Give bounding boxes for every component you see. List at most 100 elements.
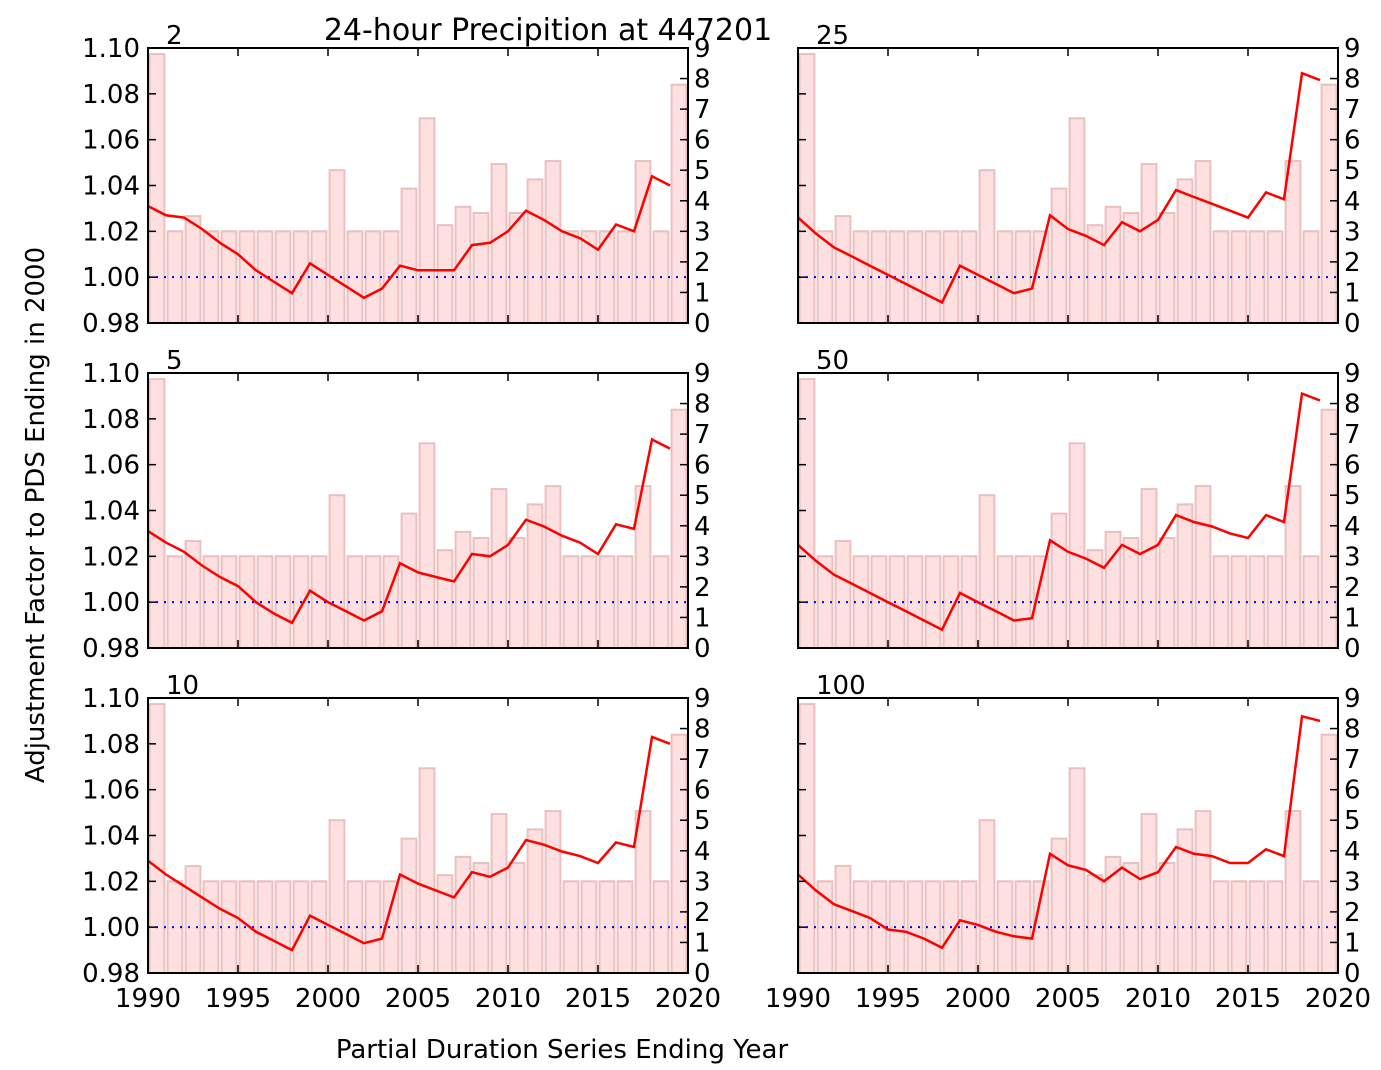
y-tick-label-right: 1: [694, 278, 711, 308]
count-bar: [670, 408, 688, 648]
count-bar: [634, 810, 652, 973]
y-tick-label-right: 3: [1344, 542, 1361, 572]
y-tick-label-left: 1.08: [82, 405, 140, 435]
count-bar: [418, 767, 436, 973]
count-bar: [1320, 733, 1338, 973]
y-tick-label-right: 9: [694, 359, 711, 389]
count-bar: [544, 810, 562, 973]
count-bar: [436, 224, 454, 323]
count-bar: [906, 230, 924, 323]
y-tick-label-left: 0.98: [82, 309, 140, 339]
y-tick-label-left: 0.98: [82, 959, 140, 989]
y-tick-label-right: 6: [1344, 126, 1361, 156]
y-tick-label-right: 0: [1344, 309, 1361, 339]
count-bar: [852, 230, 870, 323]
plot-area: [798, 703, 1338, 973]
y-tick-label-right: 3: [694, 542, 711, 572]
count-bar: [978, 819, 996, 973]
plot-area: [798, 378, 1338, 648]
x-tick-label: 2010: [475, 984, 541, 1014]
panel-label: 50: [816, 346, 849, 376]
count-bar: [328, 494, 346, 648]
count-bar: [256, 880, 274, 973]
count-bar: [184, 865, 202, 973]
count-bar: [1068, 442, 1086, 648]
count-bar: [1266, 555, 1284, 648]
count-bar: [1176, 828, 1194, 973]
plot-area: [148, 53, 688, 323]
count-bar: [238, 230, 256, 323]
count-bar: [166, 230, 184, 323]
y-tick-label-right: 8: [1344, 390, 1361, 420]
count-bar: [616, 880, 634, 973]
y-tick-label-right: 1: [694, 928, 711, 958]
count-bar: [274, 230, 292, 323]
y-tick-label-right: 5: [694, 481, 711, 511]
count-bar: [906, 555, 924, 648]
y-tick-label-left: 1.04: [82, 172, 140, 202]
count-bar: [328, 819, 346, 973]
count-bar: [526, 828, 544, 973]
y-tick-label-right: 9: [1344, 34, 1361, 64]
count-bar: [544, 485, 562, 648]
adjustment-factor-line: [798, 391, 1321, 632]
count-bar: [670, 733, 688, 973]
x-tick-label: 2015: [1215, 984, 1281, 1014]
y-tick-label-left: 1.08: [82, 730, 140, 760]
count-bar: [490, 488, 508, 648]
y-tick-label-right: 8: [694, 65, 711, 95]
count-bar: [256, 555, 274, 648]
x-tick-label: 1990: [115, 984, 181, 1014]
count-bar: [436, 874, 454, 973]
y-tick-label-right: 0: [694, 959, 711, 989]
count-bar: [418, 442, 436, 648]
count-bar: [400, 512, 418, 648]
y-tick-label-right: 2: [1344, 573, 1361, 603]
y-tick-label-right: 3: [1344, 217, 1361, 247]
y-tick-label-right: 0: [1344, 634, 1361, 664]
count-bar: [526, 503, 544, 648]
y-tick-label-right: 9: [1344, 359, 1361, 389]
y-tick-label-left: 1.04: [82, 822, 140, 852]
y-tick-label-left: 1.06: [82, 126, 140, 156]
count-bar: [436, 549, 454, 648]
count-bar: [1284, 160, 1302, 323]
panel-label: 25: [816, 21, 849, 51]
count-bar: [888, 230, 906, 323]
y-tick-label-right: 0: [694, 634, 711, 664]
y-tick-label-right: 6: [694, 776, 711, 806]
x-tick-label: 1995: [855, 984, 921, 1014]
count-bar: [960, 230, 978, 323]
count-bar: [670, 83, 688, 323]
count-bar: [598, 230, 616, 323]
count-bar: [328, 169, 346, 323]
y-tick-label-right: 5: [1344, 806, 1361, 836]
count-bar: [508, 862, 526, 973]
y-tick-label-left: 1.06: [82, 776, 140, 806]
panel-label: 10: [166, 671, 199, 701]
count-bar: [184, 215, 202, 323]
count-bar: [1068, 767, 1086, 973]
x-tick-label: 2020: [655, 984, 721, 1014]
count-bar: [472, 862, 490, 973]
count-bar: [1266, 880, 1284, 973]
y-tick-label-right: 0: [694, 309, 711, 339]
count-bar: [202, 230, 220, 323]
count-bar: [310, 230, 328, 323]
y-tick-label-right: 6: [1344, 776, 1361, 806]
y-tick-label-right: 0: [1344, 959, 1361, 989]
y-tick-label-right: 7: [1344, 95, 1361, 125]
count-bar: [1176, 178, 1194, 323]
count-bar: [616, 555, 634, 648]
count-bar: [1140, 488, 1158, 648]
count-bar: [1266, 230, 1284, 323]
x-tick-label: 2000: [945, 984, 1011, 1014]
count-bar: [1320, 83, 1338, 323]
count-bar: [978, 169, 996, 323]
count-bar: [1212, 230, 1230, 323]
y-tick-label-left: 1.00: [82, 263, 140, 293]
